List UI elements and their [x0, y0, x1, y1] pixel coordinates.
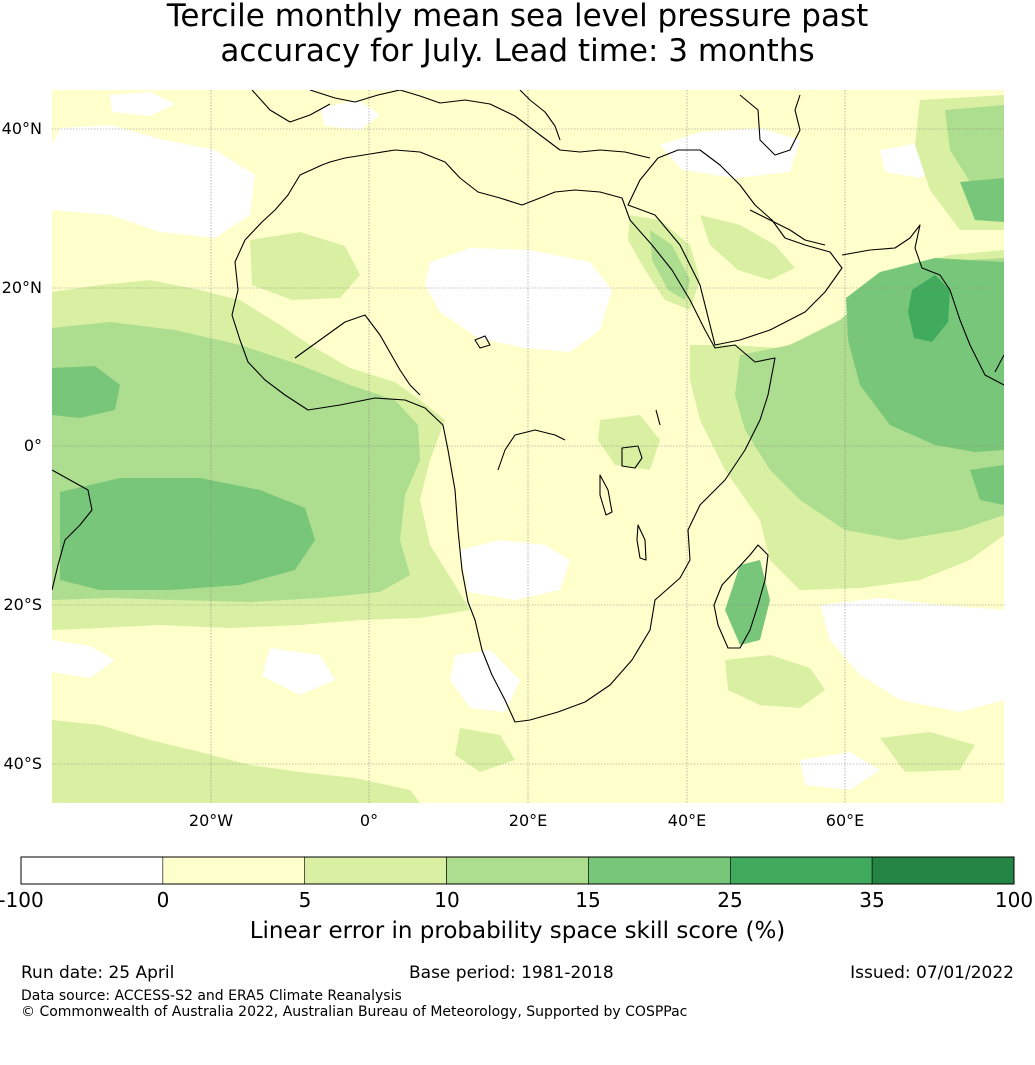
colorbar-frame	[20, 856, 1015, 885]
colorbar-tick-label: 0	[156, 888, 170, 912]
madagascar-coastline	[713, 544, 769, 649]
lake-victoria	[621, 445, 643, 469]
colorbar-label: Linear error in probability space skill …	[249, 918, 786, 944]
colorbar-tick-label: 5	[298, 888, 312, 912]
colorbar	[20, 856, 1015, 885]
lake-chad	[474, 335, 491, 349]
colorbar-segment	[729, 856, 873, 885]
data-source: Data source: ACCESS-S2 and ERA5 Climate …	[21, 988, 402, 1004]
colorbar-tick-label: 100	[994, 888, 1034, 912]
graticule	[52, 90, 1004, 803]
colorbar-tick-label: 25	[717, 888, 743, 912]
map-title-line-2: accuracy for July. Lead time: 3 months	[220, 33, 815, 69]
africa-coastline	[231, 149, 776, 723]
lon-label-60e: 60°E	[825, 811, 865, 830]
europe-coastline	[309, 90, 651, 159]
colorbar-segment	[446, 856, 589, 885]
lon-label-20e: 20°E	[508, 811, 548, 830]
lat-label-20n: 20°N	[1, 278, 42, 297]
lake-tanganyika	[599, 474, 613, 516]
colorbar-segment	[162, 856, 306, 885]
coastlines	[52, 90, 1004, 723]
colorbar-segment	[871, 856, 1015, 885]
congo-river	[497, 429, 566, 471]
colorbar-segment	[20, 856, 164, 885]
lon-label-20w: 20°W	[188, 811, 234, 830]
lat-label-0: 0°	[23, 436, 42, 455]
skill-25-35-regions	[908, 275, 950, 342]
skill-15-25-regions	[52, 178, 1004, 645]
colorbar-tick-label: 15	[575, 888, 601, 912]
colorbar-segment	[304, 856, 447, 885]
base-period: Base period: 1981-2018	[409, 963, 614, 983]
lat-label-40s: 40°S	[3, 754, 42, 773]
copyright: © Commonwealth of Australia 2022, Austra…	[21, 1004, 688, 1020]
lake-malawi	[636, 524, 647, 561]
skill-field	[52, 90, 1004, 803]
colorbar-tick-label: -100	[0, 888, 44, 912]
issued-date: Issued: 07/01/2022	[850, 963, 1014, 983]
colorbar-tick-label: 10	[434, 888, 460, 912]
colorbar-tick-label: 35	[859, 888, 885, 912]
south-america-coastline	[52, 469, 93, 591]
run-date: Run date: 25 April	[21, 963, 175, 983]
map-title-line-1: Tercile monthly mean sea level pressure …	[166, 0, 869, 34]
iberia-coastline	[251, 90, 331, 123]
lon-label-40e: 40°E	[667, 811, 707, 830]
gulf-coastline	[739, 94, 826, 246]
lat-label-40n: 40°N	[1, 119, 42, 138]
colorbar-segment	[588, 856, 731, 885]
lon-label-0: 0°	[359, 811, 379, 830]
india-coastline	[841, 224, 1004, 386]
niger-river	[294, 314, 421, 396]
nile-river	[655, 409, 661, 426]
lat-label-20s: 20°S	[3, 595, 42, 614]
no-skill-regions	[52, 92, 1004, 790]
arabia-coastline	[627, 149, 843, 346]
